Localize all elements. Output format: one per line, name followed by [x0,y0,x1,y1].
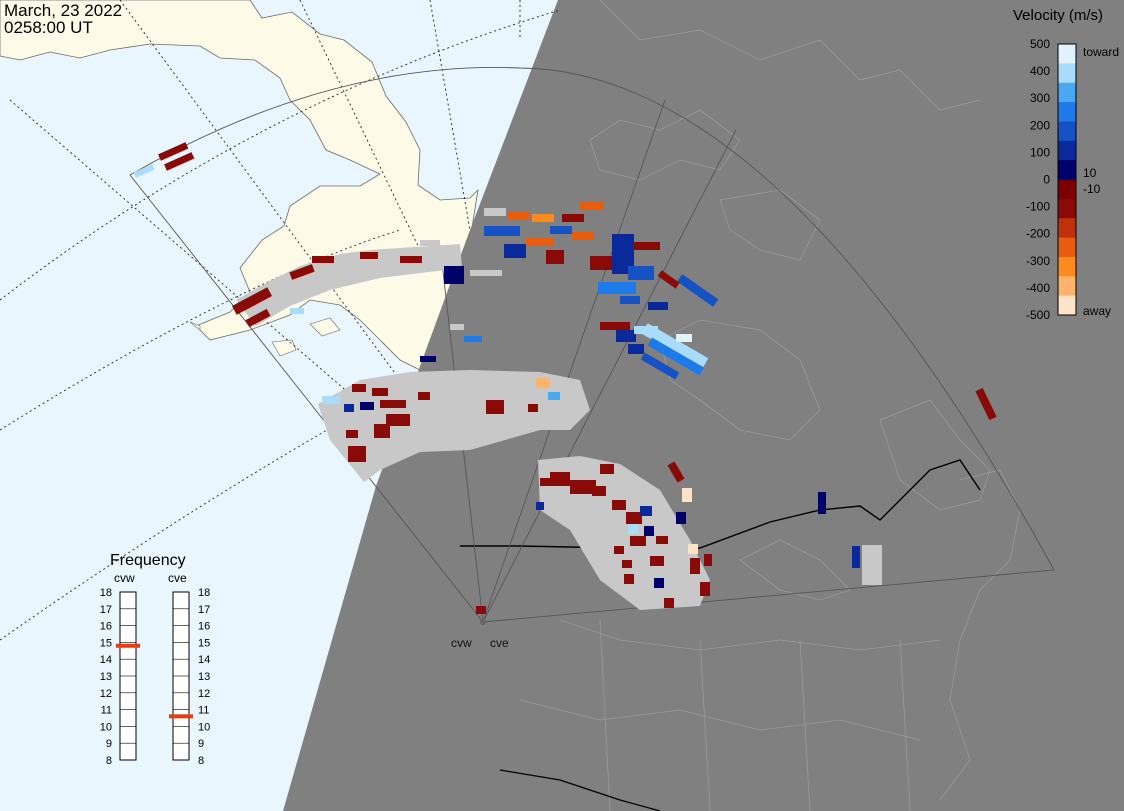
velocity-cells [133,142,997,614]
frequency-tick-label: 14 [198,654,210,666]
radar-label-east: cve [490,636,509,650]
timestamp-header: March, 23 2022 0258:00 UT [4,1,122,37]
colorbar-swatch [1058,295,1076,316]
frequency-tick-label: 11 [101,705,112,717]
colorbar-swatch [1058,121,1076,142]
frequency-radar-label-cve: cve [168,571,187,585]
colorbar-toward-label: toward [1083,45,1119,59]
colorbar-tick-labels: 500400300200100100-10-100-200-300-400-50… [1026,37,1101,322]
frequency-panel: Frequency cvw cve 1817161514131211109818… [100,552,211,767]
colorbar-swatches [1058,44,1076,316]
colorbar-tick-label: 500 [1030,37,1050,51]
colorbar-swatch [1058,256,1076,277]
time-label: 0258:00 UT [4,18,93,37]
frequency-tick-label: 10 [198,721,210,733]
frequency-tick-label: 16 [100,621,112,633]
frequency-scales: 18 17 16 15 14 13 12 11 10 9 8 18 17 16 15 14 13 12 11 10 9 8 [100,587,211,767]
colorbar-swatch [1058,44,1076,64]
frequency-tick-label: 16 [198,621,210,633]
us-mexico-border [499,769,661,811]
colorbar-swatch [1058,102,1076,122]
colorbar-tick-label: -300 [1026,254,1050,268]
frequency-tick-label: 13 [100,671,112,683]
colorbar-tick-label: 400 [1030,64,1050,78]
frequency-tick-label: 12 [198,688,210,700]
frequency-tick-label: 18 [198,587,210,599]
date-label: March, 23 2022 [4,1,122,20]
colorbar-tick-label: -500 [1026,308,1050,322]
colorbar-swatch [1058,179,1076,200]
frequency-tick-label: 17 [100,604,112,616]
radar-field-of-view [129,67,1055,623]
colorbar-swatch [1058,218,1076,239]
colorbar-swatch [1058,237,1076,258]
colorbar-swatch [1058,140,1076,161]
colorbar-tick-label: -200 [1026,227,1050,241]
frequency-tick-label: 18 [100,587,112,599]
frequency-tick-label: 9 [106,738,112,750]
night-terminator-region [283,0,1124,811]
frequency-tick-label: 13 [198,671,210,683]
radar-sites: cvw cve [451,619,509,650]
colorbar-away-label: away [1083,304,1111,318]
colorbar-tick-label: -100 [1026,200,1050,214]
frequency-tick-label: 17 [198,604,210,616]
colorbar-frame [1057,43,1077,316]
frequency-tick-label: 8 [106,755,112,767]
frequency-tick-label: 15 [198,637,210,649]
frequency-tick-label: 10 [100,721,112,733]
colorbar-swatch [1058,276,1076,297]
colorbar-tick-label: 10 [1083,166,1097,180]
frequency-title: Frequency [110,552,186,569]
frequency-tick-label: 9 [198,738,204,750]
colorbar-swatch [1058,198,1076,219]
colorbar-title: Velocity (m/s) [1013,7,1103,24]
colorbar-swatch [1058,160,1076,180]
radar-label-west: cvw [451,636,472,650]
frequency-tick-label: 15 [100,637,112,649]
colorbar-tick-label: -400 [1026,281,1050,295]
lat-lon-grid [0,0,561,641]
colorbar-tick-label: -10 [1083,182,1101,196]
frequency-radar-label-cvw: cvw [114,571,135,585]
frequency-tick-label: 12 [100,688,112,700]
colorbar-tick-label: 0 [1043,173,1050,187]
frequency-marker [116,643,140,648]
frequency-marker [169,714,193,719]
colorbar-tick-label: 200 [1030,118,1050,132]
frequency-tick-label: 14 [100,654,112,666]
radar-site-marker [480,619,486,625]
ground-scatter [236,208,882,610]
colorbar-tick-label: 300 [1030,91,1050,105]
colorbar-swatch [1058,82,1076,103]
frequency-tick-label: 8 [198,755,204,767]
frequency-tick-label: 11 [198,705,209,717]
colorbar-swatch [1058,63,1076,84]
coastline-outlines [519,0,1021,811]
colorbar-tick-label: 100 [1030,145,1050,159]
velocity-colorbar: Velocity (m/s) 500400300200100100-10-100… [1013,7,1119,322]
